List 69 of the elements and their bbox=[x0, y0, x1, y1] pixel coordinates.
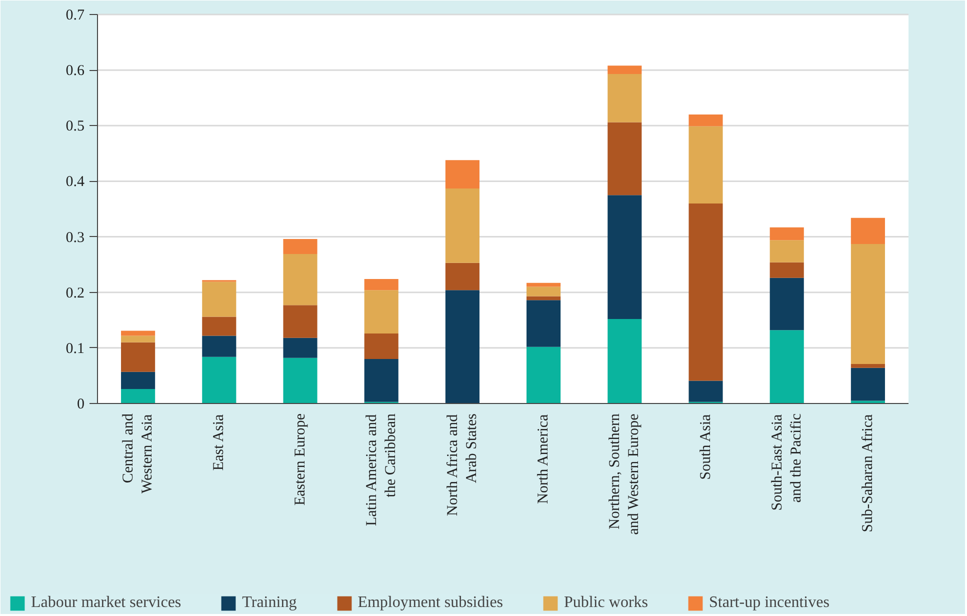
y-tick-label: 0.7 bbox=[66, 8, 85, 24]
bar bbox=[283, 338, 318, 358]
bar bbox=[202, 316, 236, 336]
bar bbox=[445, 262, 480, 290]
bar bbox=[608, 66, 642, 74]
y-tick-label: 0 bbox=[77, 396, 84, 412]
x-tick-label: North Africa and Arab States bbox=[444, 413, 480, 516]
bar bbox=[688, 380, 723, 402]
bar bbox=[202, 356, 236, 404]
bar bbox=[850, 400, 885, 404]
x-tick-label: Sub-Saharan Africa bbox=[860, 414, 876, 532]
x-tick-label: East Asia bbox=[211, 414, 228, 471]
bar bbox=[121, 389, 156, 404]
y-tick-label: 0.3 bbox=[66, 230, 84, 246]
bar bbox=[364, 279, 398, 290]
bar bbox=[445, 290, 480, 404]
bar bbox=[850, 218, 885, 244]
y-tick-label: 0.6 bbox=[66, 63, 85, 80]
x-tick-label: South Asia bbox=[698, 414, 714, 480]
bar bbox=[364, 290, 398, 334]
y-tick-label: 0.5 bbox=[66, 118, 84, 135]
legend-label: Public works bbox=[564, 594, 648, 612]
legend-label: Training bbox=[242, 594, 297, 612]
bar bbox=[121, 336, 156, 342]
bar bbox=[445, 160, 480, 188]
bar bbox=[121, 330, 156, 336]
bar bbox=[364, 333, 398, 360]
bar bbox=[283, 239, 318, 254]
x-tick-label: Northern, Southern and Western Europe bbox=[607, 413, 642, 535]
bar bbox=[608, 74, 642, 122]
bar bbox=[121, 342, 156, 372]
bar bbox=[121, 372, 156, 390]
bar bbox=[770, 278, 804, 330]
bar bbox=[608, 319, 642, 404]
bar bbox=[608, 122, 642, 196]
bar bbox=[688, 203, 723, 381]
y-tick-label: 0.1 bbox=[66, 340, 84, 357]
bar bbox=[526, 286, 561, 296]
bar bbox=[850, 368, 885, 401]
legend-label: Start-up incentives bbox=[709, 594, 830, 612]
bar bbox=[202, 282, 236, 317]
bar bbox=[770, 330, 804, 404]
bar bbox=[283, 305, 318, 338]
bar bbox=[770, 262, 804, 278]
bar bbox=[770, 240, 804, 262]
bar bbox=[526, 346, 561, 404]
bar bbox=[850, 364, 885, 368]
bar bbox=[283, 358, 318, 404]
bar bbox=[526, 296, 561, 300]
bar bbox=[688, 114, 723, 126]
bar bbox=[283, 254, 318, 306]
x-tick-label: Eastern Europe bbox=[292, 413, 308, 506]
x-tick-label: Latin America and the Caribbean bbox=[364, 413, 399, 526]
bar bbox=[526, 282, 561, 287]
x-tick-label: North America bbox=[536, 414, 552, 504]
y-tick-label: 0.2 bbox=[66, 285, 84, 302]
bar bbox=[526, 300, 561, 347]
bar bbox=[770, 227, 804, 240]
legend-label: Labour market services bbox=[31, 594, 182, 612]
bar bbox=[608, 195, 642, 320]
bar bbox=[202, 336, 236, 357]
x-tick-label: South-East Asia and the Pacific bbox=[769, 413, 804, 511]
bar bbox=[850, 244, 885, 364]
x-tick-label: Central and Western Asia bbox=[120, 413, 156, 494]
y-tick-label: 0.4 bbox=[66, 174, 85, 190]
legend-label: Employment subsidies bbox=[358, 594, 504, 612]
bar bbox=[445, 188, 480, 263]
bar bbox=[364, 359, 398, 402]
bar bbox=[688, 126, 723, 204]
